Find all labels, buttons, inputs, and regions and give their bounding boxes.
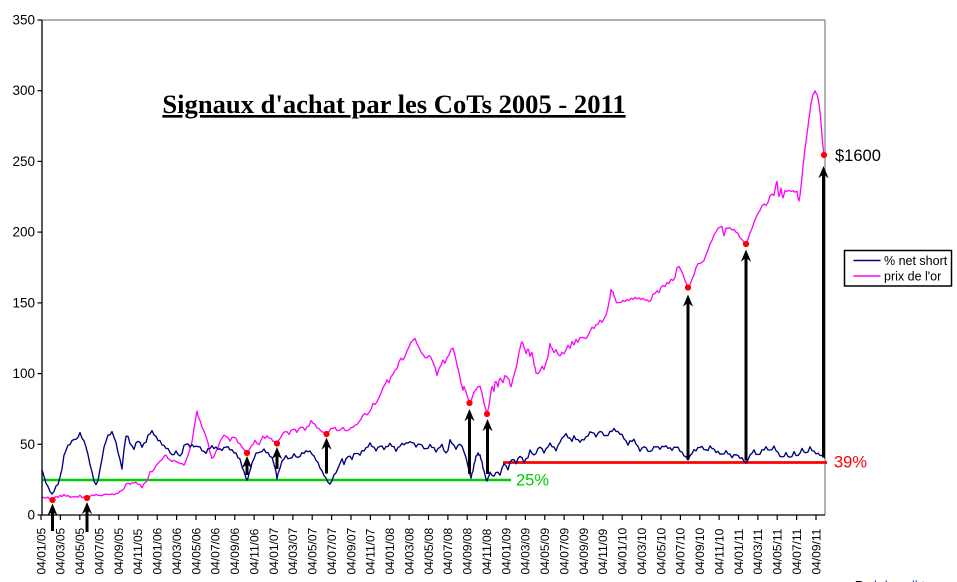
svg-text:04/07/07: 04/07/07 bbox=[325, 527, 339, 574]
svg-text:04/03/10: 04/03/10 bbox=[635, 527, 649, 574]
svg-text:150: 150 bbox=[12, 295, 35, 310]
svg-text:04/05/11: 04/05/11 bbox=[771, 528, 785, 574]
svg-text:04/09/10: 04/09/10 bbox=[693, 527, 707, 574]
svg-text:04/11/09: 04/11/09 bbox=[596, 528, 610, 574]
svg-text:04/05/07: 04/05/07 bbox=[306, 527, 320, 574]
svg-text:350: 350 bbox=[12, 13, 35, 28]
svg-text:04/07/09: 04/07/09 bbox=[557, 527, 571, 574]
svg-text:P: P bbox=[855, 578, 864, 582]
svg-text:04/07/06: 04/07/06 bbox=[209, 527, 223, 574]
svg-text:04/01/11: 04/01/11 bbox=[732, 528, 746, 574]
svg-text:39%: 39% bbox=[834, 454, 867, 472]
svg-text:l d: l d bbox=[874, 578, 888, 582]
svg-text:04/05/06: 04/05/06 bbox=[189, 527, 203, 574]
svg-text:50: 50 bbox=[20, 437, 35, 452]
svg-text:04/07/11: 04/07/11 bbox=[790, 528, 804, 574]
svg-text:04/11/05: 04/11/05 bbox=[131, 528, 145, 574]
svg-text:04/01/06: 04/01/06 bbox=[151, 527, 165, 574]
svg-text:04/01/05: 04/01/05 bbox=[34, 527, 48, 574]
svg-text:04/01/10: 04/01/10 bbox=[616, 527, 630, 574]
svg-text:04/11/06: 04/11/06 bbox=[247, 528, 261, 574]
svg-text:ll t: ll t bbox=[912, 578, 925, 582]
svg-text:04/03/11: 04/03/11 bbox=[751, 528, 765, 574]
svg-text:04/05/10: 04/05/10 bbox=[654, 527, 668, 574]
svg-text:04/07/10: 04/07/10 bbox=[674, 527, 688, 574]
svg-text:Signaux d'achat par les CoTs 2: Signaux d'achat par les CoTs 2005 - 2011 bbox=[162, 89, 625, 119]
svg-text:04/05/05: 04/05/05 bbox=[73, 527, 87, 574]
svg-text:04/07/05: 04/07/05 bbox=[92, 527, 106, 574]
svg-text:$1600: $1600 bbox=[835, 147, 881, 165]
svg-text:04/11/10: 04/11/10 bbox=[712, 528, 726, 574]
svg-text:04/01/09: 04/01/09 bbox=[499, 527, 513, 574]
svg-text:200: 200 bbox=[12, 225, 35, 240]
svg-text:04/11/07: 04/11/07 bbox=[364, 528, 378, 574]
svg-text:04/09/07: 04/09/07 bbox=[344, 527, 358, 574]
svg-text:04/05/09: 04/05/09 bbox=[538, 527, 552, 574]
svg-text:04/03/05: 04/03/05 bbox=[54, 527, 68, 574]
svg-text:04/09/11: 04/09/11 bbox=[809, 528, 823, 574]
svg-text:100: 100 bbox=[12, 366, 35, 381]
svg-text:300: 300 bbox=[12, 83, 35, 98]
svg-text:04/03/07: 04/03/07 bbox=[286, 527, 300, 574]
svg-text:04/03/09: 04/03/09 bbox=[519, 527, 533, 574]
svg-text:04/03/06: 04/03/06 bbox=[170, 527, 184, 574]
svg-text:04/09/09: 04/09/09 bbox=[577, 527, 591, 574]
svg-text:04/09/06: 04/09/06 bbox=[228, 527, 242, 574]
svg-text:250: 250 bbox=[12, 154, 35, 169]
svg-text:04/07/08: 04/07/08 bbox=[441, 527, 455, 574]
svg-text:04/09/08: 04/09/08 bbox=[461, 527, 475, 574]
svg-text:04/01/08: 04/01/08 bbox=[383, 527, 397, 574]
svg-text:04/11/08: 04/11/08 bbox=[480, 528, 494, 574]
svg-text:25%: 25% bbox=[516, 472, 549, 490]
svg-text:% net short: % net short bbox=[884, 254, 948, 268]
svg-text:04/05/08: 04/05/08 bbox=[422, 527, 436, 574]
svg-text:04/01/07: 04/01/07 bbox=[267, 527, 281, 574]
svg-text:04/09/05: 04/09/05 bbox=[112, 527, 126, 574]
svg-text:prix de l'or: prix de l'or bbox=[884, 270, 941, 284]
svg-text:04/03/08: 04/03/08 bbox=[402, 527, 416, 574]
svg-text:0: 0 bbox=[27, 508, 35, 523]
